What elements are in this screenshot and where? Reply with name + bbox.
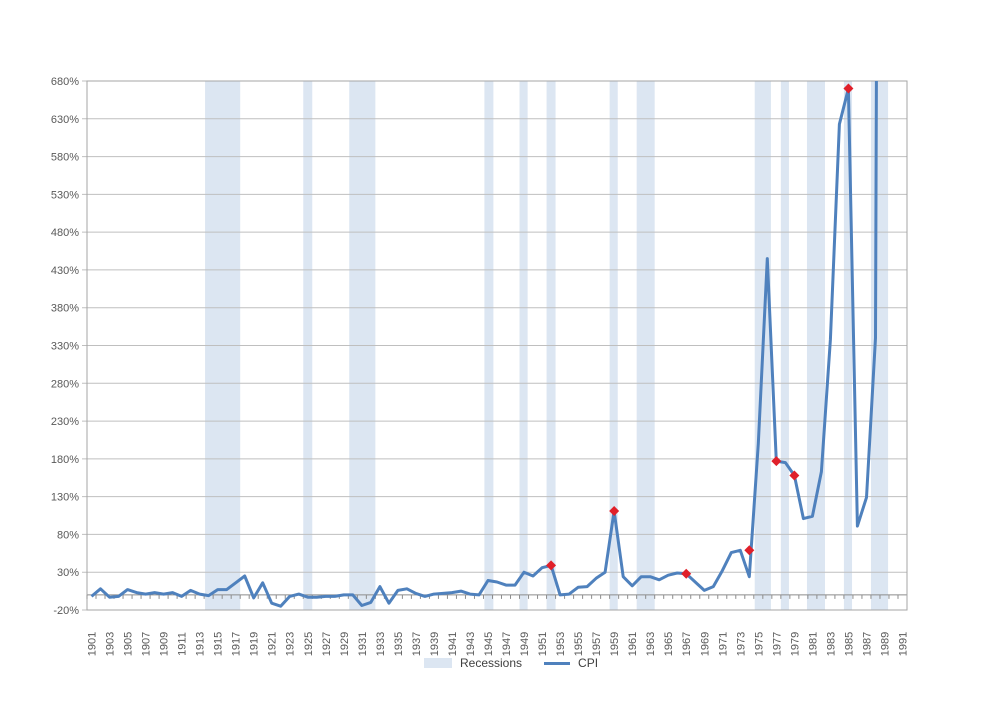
x-tick-label: 1973 — [735, 632, 747, 656]
y-tick-label: 180% — [51, 454, 79, 466]
cpi-line — [90, 80, 878, 608]
x-tick-label: 1919 — [249, 632, 261, 656]
chart-legend: Recessions CPI — [424, 656, 598, 670]
x-tick-label: 1915 — [213, 632, 225, 656]
x-tick-label: 1947 — [501, 632, 513, 656]
x-tick-label: 1989 — [879, 632, 891, 656]
x-tick-label: 1941 — [447, 632, 459, 656]
legend-recessions-label: Recessions — [460, 656, 523, 670]
x-tick-label: 1939 — [429, 632, 441, 656]
x-tick-label: 1951 — [537, 632, 549, 656]
x-tick-label: 1983 — [825, 632, 837, 656]
x-tick-label: 1901 — [87, 632, 99, 656]
marker-diamond — [771, 456, 782, 467]
x-tick-label: 1923 — [285, 632, 297, 656]
y-tick-label: 330% — [51, 341, 79, 353]
cpi-swatch — [544, 661, 571, 665]
x-axis-labels: 1901 1903 1905 1907 1909 1911 1913 1915 1917 1919… — [87, 632, 910, 656]
marker-diamond — [744, 545, 755, 556]
x-tick-label: 1981 — [807, 632, 819, 656]
marker-diamond — [843, 83, 854, 94]
x-tick-label: 1955 — [573, 632, 585, 656]
y-tick-label: 680% — [51, 76, 79, 88]
x-tick-label: 1921 — [267, 632, 279, 656]
y-tick-label: 430% — [51, 265, 79, 277]
x-tick-label: 1933 — [375, 632, 387, 656]
x-tick-label: 1985 — [843, 632, 855, 656]
y-tick-label: 380% — [51, 303, 79, 315]
legend-cpi-label: CPI — [578, 656, 599, 670]
x-tick-label: 1937 — [411, 632, 423, 656]
y-tick-label: 230% — [51, 416, 79, 428]
x-tick-label: 1971 — [717, 632, 729, 656]
marker-diamond — [609, 506, 620, 517]
marker-diamond — [789, 470, 800, 481]
y-axis-labels: -20% 30% 80% 130% 180% 230% 280% 330% 380% 430% 48… — [51, 76, 79, 617]
x-tick-label: 1959 — [609, 632, 621, 656]
x-tick-label: 1975 — [753, 632, 765, 656]
y-tick-label: 130% — [51, 492, 79, 504]
y-tick-label: 30% — [57, 567, 79, 579]
x-tick-label: 1935 — [393, 632, 405, 656]
y-tick-label: 480% — [51, 227, 79, 239]
x-tick-label: 1967 — [681, 632, 693, 656]
plot-frame — [86, 80, 908, 611]
y-tick-label: 280% — [51, 378, 79, 390]
gridlines — [82, 80, 907, 611]
x-tick-label: 1943 — [465, 632, 477, 656]
y-tick-label: 580% — [51, 152, 79, 164]
x-tick-label: 1965 — [663, 632, 675, 656]
x-tick-label: 1903 — [105, 632, 117, 656]
x-tick-label: 1991 — [897, 632, 909, 656]
x-tick-label: 1953 — [555, 632, 567, 656]
x-tick-label: 1957 — [591, 632, 603, 656]
x-tick-label: 1905 — [123, 632, 135, 656]
x-tick-label: 1909 — [159, 632, 171, 656]
x-tick-label: 1977 — [771, 632, 783, 656]
x-tick-label: 1963 — [645, 632, 657, 656]
x-tick-label: 1929 — [339, 632, 351, 656]
recessions-swatch — [424, 658, 452, 668]
highlight-markers — [546, 83, 854, 579]
marker-diamond — [681, 568, 692, 579]
x-tick-label: 1917 — [231, 632, 243, 656]
x-tick-label: 1949 — [519, 632, 531, 656]
x-axis-tick-marks — [86, 594, 899, 599]
x-tick-label: 1907 — [141, 632, 153, 656]
y-tick-label: 80% — [57, 529, 79, 541]
x-tick-label: 1927 — [321, 632, 333, 656]
y-tick-label: 530% — [51, 189, 79, 201]
y-tick-label: 630% — [51, 114, 79, 126]
x-tick-label: 1913 — [195, 632, 207, 656]
x-tick-label: 1987 — [861, 632, 873, 656]
x-tick-label: 1961 — [627, 632, 639, 656]
x-tick-label: 1931 — [357, 632, 369, 656]
x-tick-label: 1969 — [699, 632, 711, 656]
x-tick-label: 1925 — [303, 632, 315, 656]
x-tick-label: 1911 — [177, 632, 189, 656]
x-tick-label: 1945 — [483, 632, 495, 656]
marker-diamond — [546, 560, 557, 571]
x-tick-label: 1979 — [789, 632, 801, 656]
y-tick-label: -20% — [53, 605, 79, 617]
